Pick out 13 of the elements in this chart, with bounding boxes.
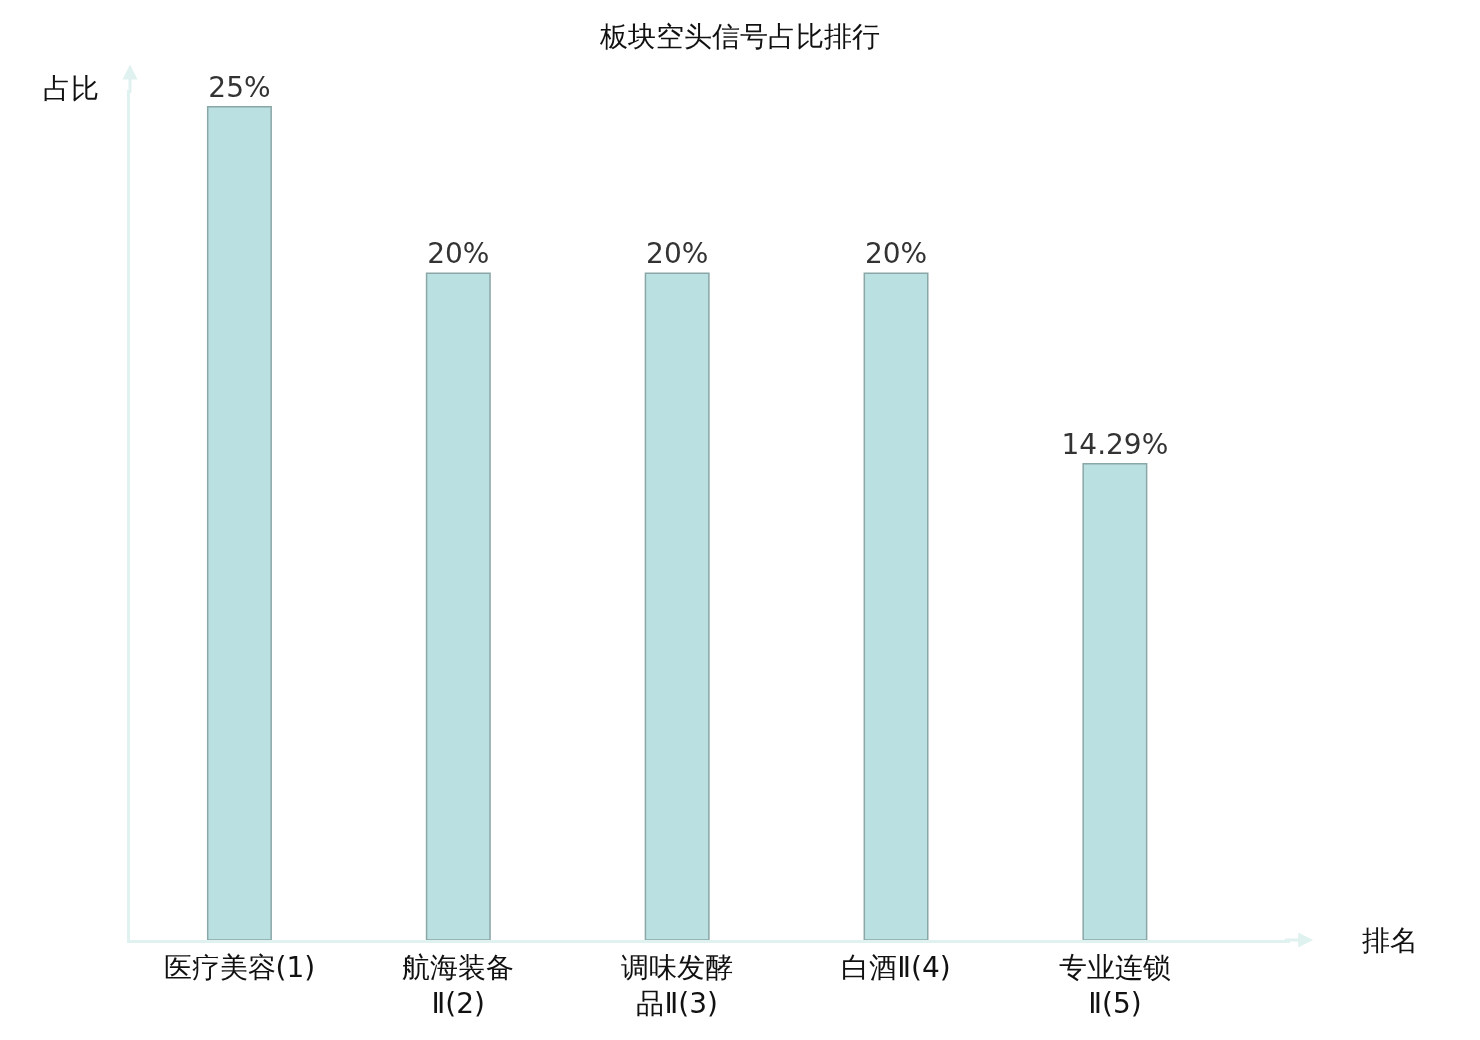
- data-label: 14.29%: [1061, 427, 1169, 461]
- x-tick-label: 航海装备Ⅱ(2): [402, 950, 515, 1020]
- x-tick-label: 调味发酵品Ⅱ(3): [621, 950, 734, 1020]
- data-label: 20%: [646, 237, 709, 271]
- y-axis-title: 占比: [43, 72, 99, 105]
- data-label: 20%: [864, 237, 928, 271]
- chart-title: 板块空头信号占比排行: [599, 19, 880, 53]
- x-axis-title: 排名: [1362, 924, 1418, 957]
- x-tick-label: 专业连锁Ⅱ(5): [1058, 950, 1171, 1020]
- data-label: 25%: [208, 70, 271, 104]
- data-label: 20%: [427, 237, 490, 271]
- x-tick-label: 白酒Ⅱ(4): [841, 950, 951, 984]
- x-tick-label: 医疗美容(1): [163, 950, 316, 984]
